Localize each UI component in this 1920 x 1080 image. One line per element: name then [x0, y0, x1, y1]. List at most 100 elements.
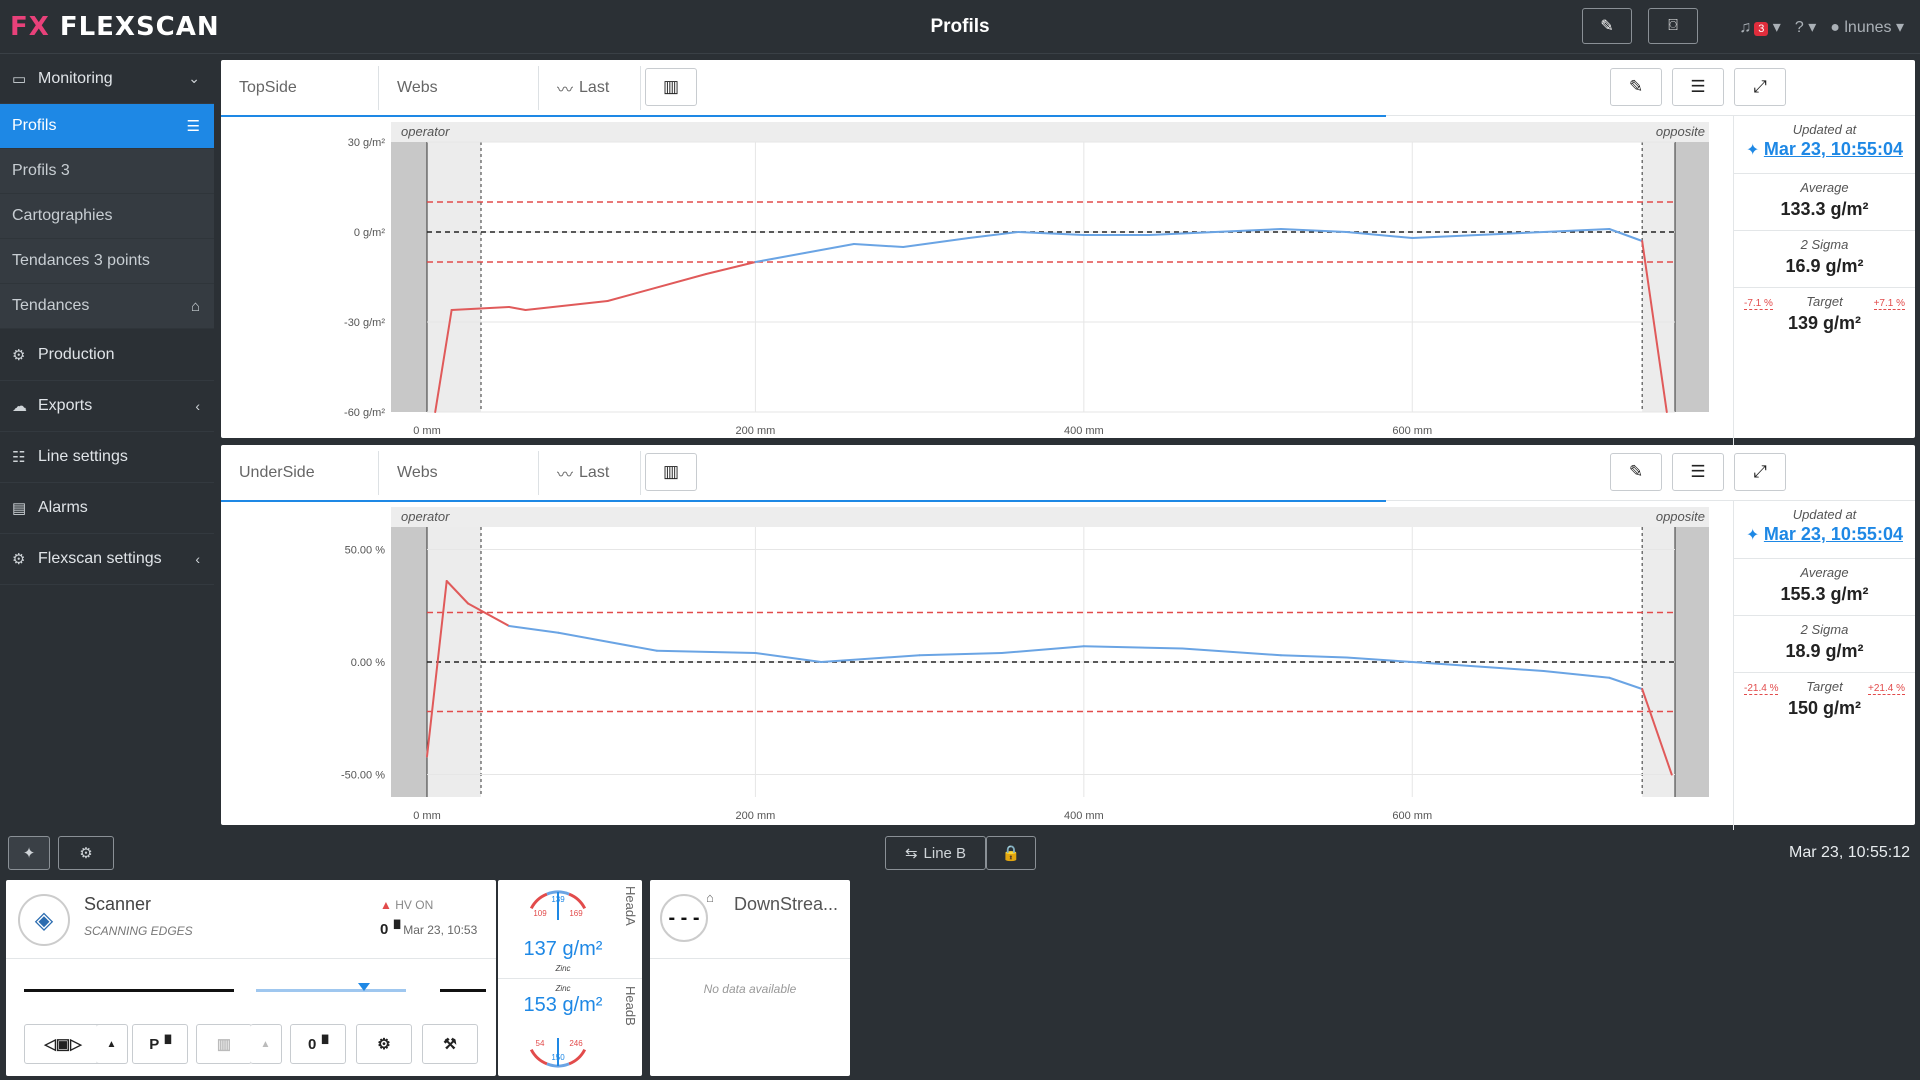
tolerance-plus[interactable]: +7.1 %	[1873, 298, 1905, 310]
downstream-card: - - - ⌂ DownStrea... No data available	[650, 880, 850, 1076]
profile-segment	[754, 252, 806, 263]
scanner-tools-button[interactable]: ⚒	[422, 1024, 478, 1064]
notifications-button[interactable]: ♫ 3 ▾	[1739, 19, 1781, 36]
edit-button[interactable]: ✎	[1610, 453, 1662, 491]
profile-segment	[902, 237, 970, 248]
side-selector[interactable]: TopSide	[221, 66, 379, 110]
line-selector[interactable]: ⇆ Line B	[885, 836, 986, 870]
profile-segment	[1608, 676, 1644, 690]
webs-selector[interactable]: Webs	[379, 66, 539, 110]
line-label: Line B	[923, 844, 967, 862]
profile-segment	[1345, 656, 1414, 663]
park-button[interactable]: P▝	[132, 1024, 188, 1064]
tools-icon: ⚒	[443, 1036, 457, 1053]
sidebar-item-label: Flexscan settings	[38, 550, 162, 567]
notification-badge: 3	[1754, 22, 1769, 36]
profile-segment	[450, 306, 511, 311]
edit-button[interactable]: ✎	[1610, 68, 1662, 106]
menu-button[interactable]: ☰	[1672, 68, 1724, 106]
slider-handle[interactable]	[358, 983, 370, 991]
sidebar-item-flexscan-settings[interactable]: ⚙ Flexscan settings ‹	[0, 534, 214, 585]
head-b-label: HeadB	[623, 986, 638, 1026]
scanner-date: 0▝ Mar 23, 10:53	[380, 921, 478, 938]
sidebar-item-exports[interactable]: ☁ Exports ‹	[0, 381, 214, 432]
pulse-icon: 〰	[557, 467, 574, 484]
sidebar-item-label: Profils	[12, 117, 57, 134]
scan-width-button[interactable]: ◁▣▷	[24, 1024, 102, 1064]
profile-segment	[1279, 228, 1348, 233]
production-icon: ⚙	[79, 845, 93, 862]
tag-icon: ⌂	[706, 890, 714, 905]
profile-segment	[918, 652, 1003, 657]
menu-icon[interactable]: ☰	[186, 118, 200, 135]
pin-bottom-button[interactable]: ✦	[8, 836, 50, 870]
scanner-card: ◈ Scanner SCANNING EDGES ▲ HV ON 0▝ Mar …	[6, 880, 496, 1076]
sidebar-item-tendances[interactable]: Tendances ⌂	[0, 284, 214, 329]
sidebar-item-cartographies[interactable]: Cartographies	[0, 194, 214, 239]
last-selector[interactable]: 〰 Last	[539, 66, 641, 110]
profile-segment	[1000, 645, 1085, 654]
sidebar-item-line-settings[interactable]: ☷ Line settings	[0, 432, 214, 483]
downstream-icon: - - -	[660, 894, 708, 942]
updated-link[interactable]: Mar 23, 10:55:04	[1763, 524, 1903, 544]
x-tick-label: 0 mm	[413, 425, 441, 437]
webs-selector[interactable]: Webs	[379, 451, 539, 495]
user-wrench-button[interactable]: ✎	[1582, 8, 1632, 44]
help-icon: ?	[1794, 19, 1804, 36]
profile-segment	[967, 231, 1020, 239]
sidebar-item-profils-3[interactable]: Profils 3	[0, 149, 214, 194]
bar-chart-button[interactable]: ▥	[645, 453, 697, 491]
expand-button[interactable]: ⤢	[1734, 68, 1786, 106]
head-b-value: 153 g/m²	[523, 994, 603, 1016]
edge-zone-left	[391, 527, 427, 797]
production-view-button[interactable]: ⚙	[58, 836, 114, 870]
alarm-light-icon: ▲	[380, 898, 392, 912]
sigma-label: 2 Sigma	[1800, 237, 1849, 252]
zero-button[interactable]: 0▝	[290, 1024, 346, 1064]
profile-segment	[1542, 228, 1611, 233]
scan-width-dropdown[interactable]: ▲	[96, 1024, 128, 1064]
camera-button[interactable]: ⌼	[1648, 8, 1698, 44]
profile-segment	[1608, 228, 1644, 242]
sidebar-item-production[interactable]: ⚙ Production	[0, 329, 214, 381]
tolerance-minus[interactable]: -7.1 %	[1744, 298, 1773, 310]
sidebar-item-profils[interactable]: Profils ☰	[0, 104, 214, 149]
sidebar-item-label: Line settings	[38, 448, 128, 465]
sidebar-item-tendances-3-points[interactable]: Tendances 3 points	[0, 239, 214, 284]
sidebar-item-label: Tendances 3 points	[12, 252, 150, 269]
side-selector[interactable]: UnderSide	[221, 451, 379, 495]
sidebar-item-label: Alarms	[38, 499, 88, 516]
profile-segment	[1641, 240, 1668, 413]
production-icon: ⚙	[12, 346, 26, 364]
app-logo[interactable]: FX FLEXSCAN	[10, 12, 220, 42]
scanner-position-slider[interactable]	[24, 983, 486, 996]
x-tick-label: 600 mm	[1392, 425, 1432, 437]
opposite-label: opposite	[1656, 509, 1705, 524]
sidebar-item-alarms[interactable]: ▤ Alarms	[0, 483, 214, 534]
sidebar-item-monitoring[interactable]: ▭ Monitoring ⌄	[0, 54, 214, 104]
lock-icon: 🔒	[1001, 845, 1021, 862]
tolerance-plus[interactable]: +21.4 %	[1868, 683, 1905, 695]
profile-panel-topside: TopSide Webs 〰 Last ▥ ✎ ☰ ⤢ operator oppos…	[221, 60, 1915, 446]
panel-toolbar: TopSide Webs 〰 Last ▥ ✎ ☰ ⤢	[221, 60, 1915, 117]
scanner-settings-button[interactable]: ⚙	[356, 1024, 412, 1064]
y-tick-label: 50.00 %	[345, 545, 386, 557]
caret-up-icon: ▲	[106, 1038, 117, 1050]
scanner-status: SCANNING EDGES	[84, 924, 193, 938]
bar-chart-button[interactable]: ▥	[645, 68, 697, 106]
user-menu[interactable]: ● lnunes ▾	[1830, 19, 1904, 36]
calibrate-button[interactable]: ▥	[196, 1024, 252, 1064]
gauge-min-label: 54	[536, 1039, 545, 1048]
tolerance-minus[interactable]: -21.4 %	[1744, 683, 1779, 695]
zero-icon: 0▝	[308, 1036, 328, 1053]
profile-segment	[655, 649, 757, 654]
help-button[interactable]: ? ▾	[1794, 19, 1817, 36]
last-selector[interactable]: 〰 Last	[539, 451, 641, 495]
bell-icon: ♫	[1739, 19, 1752, 36]
expand-button[interactable]: ⤢	[1734, 453, 1786, 491]
calibrate-dropdown[interactable]: ▲	[250, 1024, 282, 1064]
lock-button[interactable]: 🔒	[986, 836, 1036, 870]
gauge-a-arc	[568, 892, 587, 910]
menu-button[interactable]: ☰	[1672, 453, 1724, 491]
updated-link[interactable]: Mar 23, 10:55:04	[1763, 139, 1903, 159]
